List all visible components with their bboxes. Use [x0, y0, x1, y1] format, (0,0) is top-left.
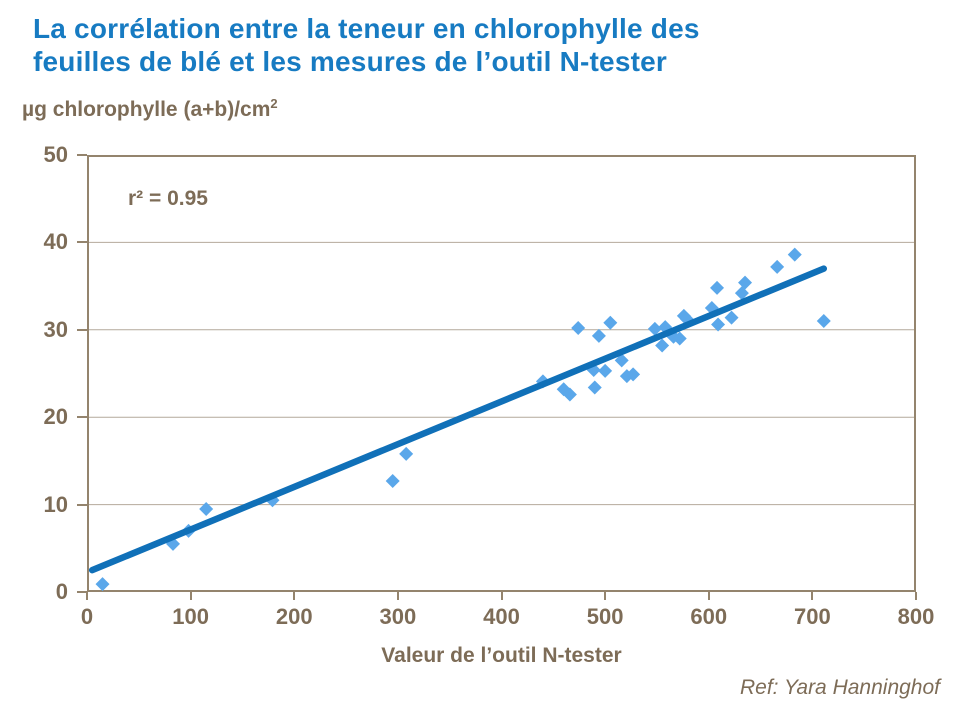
x-tick-mark: [604, 592, 607, 600]
x-tick-mark: [915, 592, 917, 600]
data-point-diamond: [614, 353, 629, 368]
data-point-diamond: [591, 328, 606, 343]
data-point-diamond: [734, 286, 749, 301]
scatter-plot-canvas: [87, 155, 916, 592]
x-tick-label: 800: [897, 604, 935, 629]
x-tick-mark: [293, 592, 296, 600]
x-tick-mark: [707, 592, 710, 600]
r-squared-annotation: r² = 0.95: [128, 187, 208, 210]
y-tick-mark: [77, 591, 87, 593]
y-tick-label: 40: [43, 229, 68, 255]
data-point-diamond: [647, 321, 662, 336]
y-tick-mark: [77, 328, 87, 331]
data-point-diamond: [787, 247, 802, 262]
x-tick-mark: [86, 592, 88, 600]
data-point-diamond: [710, 280, 725, 295]
data-point-diamond: [562, 387, 577, 402]
x-tick-label: 300: [379, 604, 417, 629]
data-point-diamond: [724, 310, 739, 325]
y-axis-title-text: µg chlorophylle (a+b)/cm: [22, 98, 271, 121]
chart-title-line2: feuilles de blé et les mesures de l’outi…: [33, 46, 667, 77]
chart-title-line1: La corrélation entre la teneur en chloro…: [33, 13, 700, 44]
data-point-diamond: [711, 317, 726, 332]
y-tick-mark: [77, 154, 87, 156]
y-tick-label: 0: [55, 579, 68, 604]
x-tick-mark: [811, 592, 814, 600]
data-point-diamond: [571, 321, 586, 336]
y-tick-label: 50: [43, 142, 68, 167]
data-point-diamond: [626, 367, 641, 382]
x-axis-title: Valeur de l’outil N-tester: [381, 644, 622, 667]
plot-frame: [87, 155, 916, 592]
y-tick-mark: [77, 241, 87, 244]
data-point-diamond: [770, 259, 785, 274]
data-point-diamond: [679, 312, 694, 327]
data-point-diamond: [598, 363, 613, 378]
y-axis-title: µg chlorophylle (a+b)/cm2: [22, 96, 278, 122]
x-tick-label: 100: [172, 604, 209, 629]
y-tick-label: 30: [43, 316, 68, 342]
trend-line: [88, 265, 828, 574]
plot-area: r² = 0.95: [87, 155, 916, 592]
data-point-diamond: [95, 577, 110, 592]
y-tick-mark: [77, 416, 87, 419]
data-point-diamond: [672, 331, 687, 346]
reference-credit: Ref: Yara Hanninghof: [739, 676, 940, 699]
x-tick-mark: [189, 592, 192, 600]
x-tick-label: 400: [483, 604, 520, 629]
x-tick-label: 700: [794, 604, 831, 629]
x-tick-label: 0: [80, 604, 94, 629]
data-point-diamond: [738, 275, 753, 290]
y-axis-title-exponent: 2: [270, 96, 278, 111]
data-point-diamond: [587, 380, 602, 395]
data-point-diamond: [385, 474, 400, 489]
x-tick-label: 500: [586, 604, 624, 629]
x-tick-mark: [396, 592, 399, 600]
x-tick-label: 600: [690, 604, 728, 629]
y-tick-mark: [77, 503, 87, 506]
x-tick-mark: [500, 592, 503, 600]
data-point-diamond: [704, 300, 719, 315]
data-point-diamond: [399, 446, 414, 461]
x-tick-label: 200: [275, 604, 313, 629]
data-point-diamond: [655, 338, 670, 353]
chart-title: La corrélation entre la teneur en chloro…: [33, 12, 893, 78]
data-point-diamond: [199, 501, 214, 516]
y-tick-label: 20: [43, 404, 68, 430]
y-tick-label: 10: [43, 491, 68, 517]
data-point-diamond: [603, 315, 618, 330]
data-point-diamond: [816, 314, 831, 329]
